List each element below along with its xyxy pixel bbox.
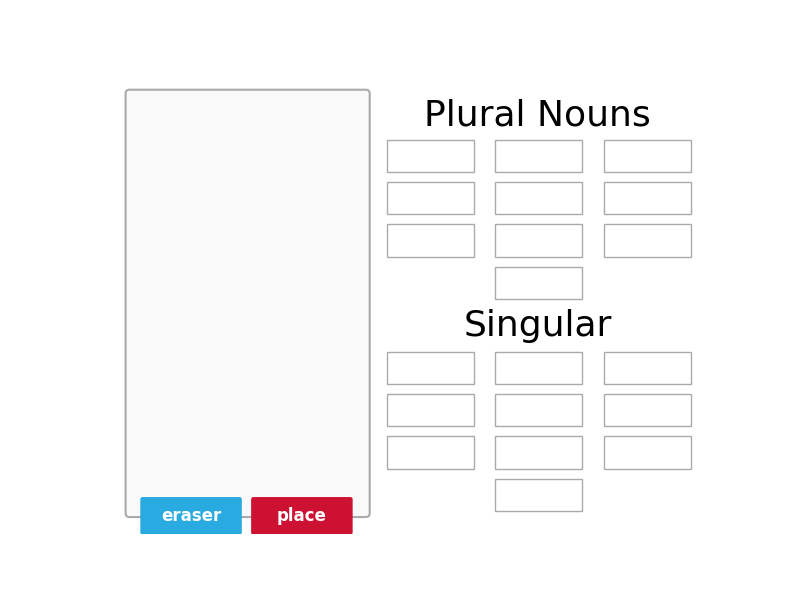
- Text: pencils: pencils: [158, 547, 224, 565]
- Bar: [386, 394, 474, 426]
- FancyBboxPatch shape: [140, 497, 242, 535]
- Bar: [495, 436, 582, 469]
- Bar: [604, 352, 690, 384]
- Bar: [495, 267, 582, 299]
- FancyBboxPatch shape: [140, 577, 242, 600]
- Bar: [604, 436, 690, 469]
- Text: schools: schools: [267, 547, 337, 565]
- Bar: [604, 182, 690, 214]
- Bar: [386, 140, 474, 172]
- Text: book: book: [279, 587, 325, 600]
- FancyBboxPatch shape: [251, 537, 353, 575]
- FancyBboxPatch shape: [140, 537, 242, 575]
- Bar: [604, 224, 690, 257]
- FancyBboxPatch shape: [251, 577, 353, 600]
- Text: place: place: [277, 507, 327, 525]
- Bar: [386, 352, 474, 384]
- Bar: [604, 140, 690, 172]
- Bar: [495, 224, 582, 257]
- Bar: [495, 394, 582, 426]
- Bar: [386, 224, 474, 257]
- Text: Singular: Singular: [464, 309, 612, 343]
- FancyBboxPatch shape: [251, 497, 353, 535]
- Text: eraser: eraser: [161, 507, 221, 525]
- Bar: [495, 479, 582, 511]
- Text: Plural Nouns: Plural Nouns: [425, 99, 651, 133]
- Bar: [495, 352, 582, 384]
- Bar: [386, 436, 474, 469]
- Bar: [604, 394, 690, 426]
- Text: house: house: [163, 587, 219, 600]
- Bar: [495, 182, 582, 214]
- Bar: [495, 140, 582, 172]
- FancyBboxPatch shape: [126, 90, 370, 517]
- Bar: [386, 182, 474, 214]
